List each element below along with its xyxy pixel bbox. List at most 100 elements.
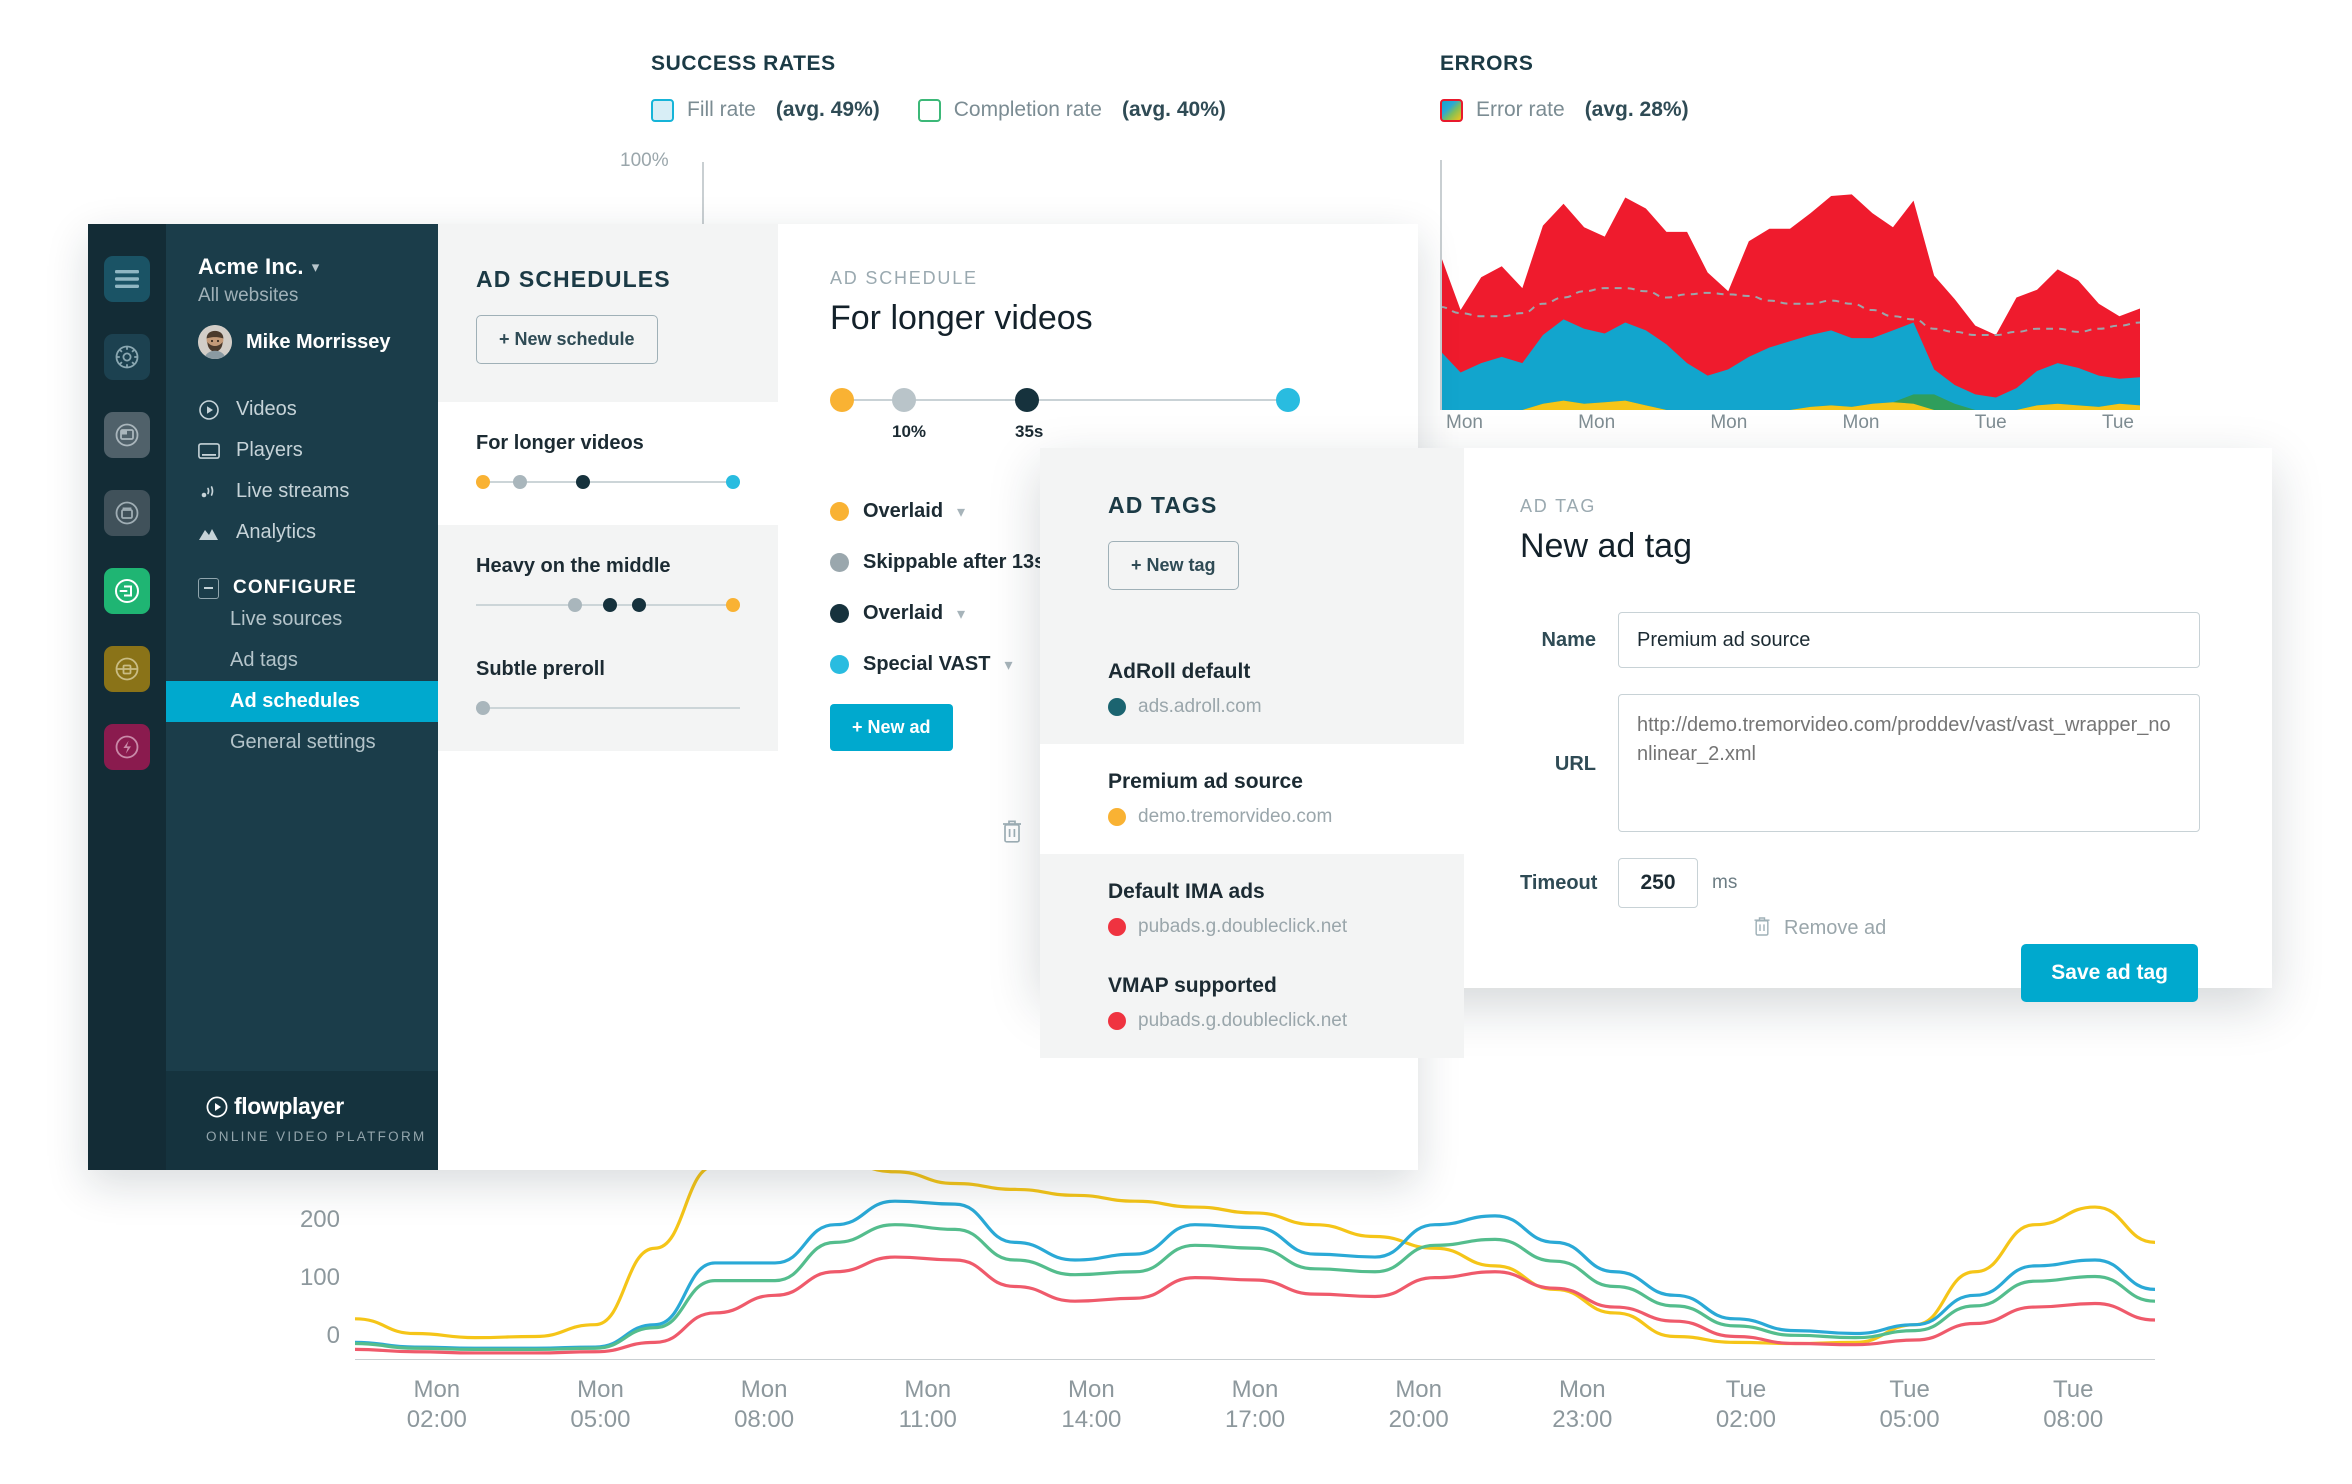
checkbox-icon[interactable] (1440, 98, 1463, 122)
success-rates-legend: SUCCESS RATES Fill rate (avg. 49%) Compl… (651, 52, 1226, 122)
new-schedule-button[interactable]: + New schedule (476, 315, 658, 364)
schedule-name: Subtle preroll (476, 658, 605, 680)
sidebar-item-general-settings[interactable]: General settings (230, 731, 376, 753)
chevron-down-icon[interactable]: ▾ (957, 605, 966, 623)
timeline-dot (726, 598, 740, 612)
schedule-list-item[interactable]: For longer videos (438, 402, 778, 525)
errors-legend: ERRORS Error rate (avg. 28%) (1440, 52, 1689, 122)
ad-tag-url: pubads.g.doubleclick.net (1138, 916, 1348, 937)
x-tick: Mon (1446, 412, 1483, 433)
org-name: Acme Inc. (198, 254, 304, 279)
remove-ad-action[interactable]: Remove ad (1752, 915, 1886, 942)
chevron-down-icon[interactable]: ▾ (957, 503, 966, 521)
broadcast-icon (198, 482, 220, 502)
x-tick: Mon 23:00 (1552, 1376, 1613, 1433)
layouts-icon[interactable] (104, 412, 150, 458)
timeline-dot-overlaid-2[interactable] (1015, 388, 1039, 412)
ad-tag-name: Default IMA ads (1108, 880, 1265, 903)
menu-icon[interactable] (104, 256, 150, 302)
timeline-dot (512, 475, 527, 489)
sidebar-item-label: Analytics (236, 521, 317, 543)
save-ad-tag-button[interactable]: Save ad tag (2021, 944, 2198, 1002)
schedule-name: For longer videos (476, 432, 644, 454)
timeout-field[interactable] (1618, 858, 1698, 908)
ad-list-item[interactable]: Special VAST ▾ (830, 653, 1418, 676)
errors-x-axis: Mon Mon Mon Mon Tue Tue (1440, 412, 2140, 434)
settings-gear-icon[interactable] (104, 334, 150, 380)
x-tick: Mon 08:00 (734, 1376, 795, 1433)
timeline-track (836, 399, 1294, 401)
legend-item-error-rate[interactable]: Error rate (avg. 28%) (1440, 98, 1689, 122)
schedule-list-item[interactable]: Heavy on the middle (438, 525, 778, 648)
success-rates-legend-row: Fill rate (avg. 49%) Completion rate (av… (651, 98, 1226, 122)
ad-list-item[interactable]: Skippable after 13s (830, 551, 1418, 574)
new-tag-button[interactable]: + New tag (1108, 541, 1239, 590)
name-field[interactable] (1618, 612, 2200, 668)
brand-row: flowplayer (206, 1093, 438, 1120)
ad-tag-url: ads.adroll.com (1138, 696, 1262, 717)
sidebar-item-ad-schedules[interactable]: Ad schedules (166, 681, 438, 722)
ad-tag-url: pubads.g.doubleclick.net (1138, 1010, 1348, 1031)
avatar (198, 325, 232, 359)
new-ad-button[interactable]: + New ad (830, 704, 953, 751)
y-tick: 100 (299, 1264, 340, 1291)
ad-tag-list-item[interactable]: Default IMA ads pubads.g.doubleclick.net (1040, 854, 1464, 964)
legend-label: Completion rate (953, 98, 1102, 121)
ad-tag-form: AD TAG New ad tag Name URL Timeout ms (1464, 448, 2272, 1002)
panel-title: AD TAGS (1108, 492, 1218, 518)
timeline-dot-overlaid-1[interactable] (830, 388, 854, 412)
sidebar-item-live-sources[interactable]: Live sources (230, 608, 343, 630)
icon-rail (88, 224, 166, 1170)
checkbox-icon[interactable] (651, 98, 674, 122)
playlist-icon[interactable] (104, 490, 150, 536)
timeline-caption: 10% (892, 422, 927, 441)
x-tick: Tue 02:00 (1715, 1376, 1776, 1433)
sidebar-item-analytics[interactable]: Analytics (166, 512, 438, 553)
chart-mountain-icon (198, 525, 220, 541)
errors-title: ERRORS (1440, 52, 1534, 75)
timeline-dot-skippable[interactable] (892, 388, 916, 412)
checkbox-icon[interactable] (917, 98, 941, 122)
user-row[interactable]: Mike Morrissey (198, 325, 438, 359)
sidebar-item-videos[interactable]: Videos (166, 389, 438, 430)
ads-icon[interactable] (104, 568, 150, 614)
sidebar-group-configure[interactable]: CONFIGURE (166, 577, 438, 599)
drm-icon[interactable] (104, 646, 150, 692)
trash-icon[interactable] (1000, 818, 1024, 849)
schedule-mini-timeline (476, 699, 740, 717)
ad-tag-color-dot (1108, 1012, 1126, 1030)
timeout-label: Timeout (1520, 872, 1598, 894)
ad-label: Overlaid (863, 602, 944, 624)
ad-tag-list-item[interactable]: AdRoll default ads.adroll.com (1040, 634, 1464, 744)
timeline-dot (568, 598, 583, 612)
url-field[interactable] (1618, 694, 2200, 832)
ad-schedule-timeline[interactable]: 10% 35s (830, 382, 1300, 442)
x-tick: Mon (1710, 412, 1748, 433)
schedule-list-item[interactable]: Subtle preroll (438, 648, 778, 751)
form-row-url: URL (1520, 694, 2200, 832)
save-row: Save ad tag (1520, 944, 2200, 1002)
ad-tag-list-item[interactable]: Premium ad source demo.tremorvideo.com (1040, 744, 1464, 854)
ad-list-item[interactable]: Overlaid ▾ (830, 602, 1418, 625)
sidebar-item-players[interactable]: Players (166, 430, 438, 471)
ad-label: Special VAST (863, 653, 991, 675)
timeline-dot-special-vast[interactable] (1276, 388, 1300, 412)
ad-label: Overlaid (863, 500, 944, 522)
legend-item-fill-rate[interactable]: Fill rate (avg. 49%) (651, 98, 880, 122)
chevron-down-icon[interactable]: ▾ (311, 259, 320, 276)
legend-item-completion-rate[interactable]: Completion rate (avg. 40%) (917, 98, 1226, 122)
y-tick: 0 (326, 1322, 340, 1349)
sidebar-item-label: Players (236, 439, 303, 461)
ad-schedules-panel: AD SCHEDULES + New schedule For longer v… (438, 224, 778, 1170)
traffic-x-axis: Mon 02:00 Mon 05:00 Mon 08:00 Mon 11:00 Mon 14:00… (355, 1375, 2155, 1435)
ad-color-dot (830, 655, 849, 674)
power-icon[interactable] (104, 724, 150, 770)
org-switcher[interactable]: Acme Inc. ▾ (198, 254, 438, 280)
sidebar-item-ad-tags[interactable]: Ad tags (230, 649, 298, 671)
ad-tag-list-item[interactable]: VMAP supported pubads.g.doubleclick.net (1040, 964, 1464, 1058)
x-tick: Mon 14:00 (1061, 1376, 1122, 1433)
ad-list-item[interactable]: Overlaid ▾ (830, 500, 1418, 523)
chevron-down-icon[interactable]: ▾ (1004, 656, 1013, 674)
sidebar-item-live-streams[interactable]: Live streams (166, 471, 438, 512)
collapse-icon[interactable] (198, 577, 219, 599)
